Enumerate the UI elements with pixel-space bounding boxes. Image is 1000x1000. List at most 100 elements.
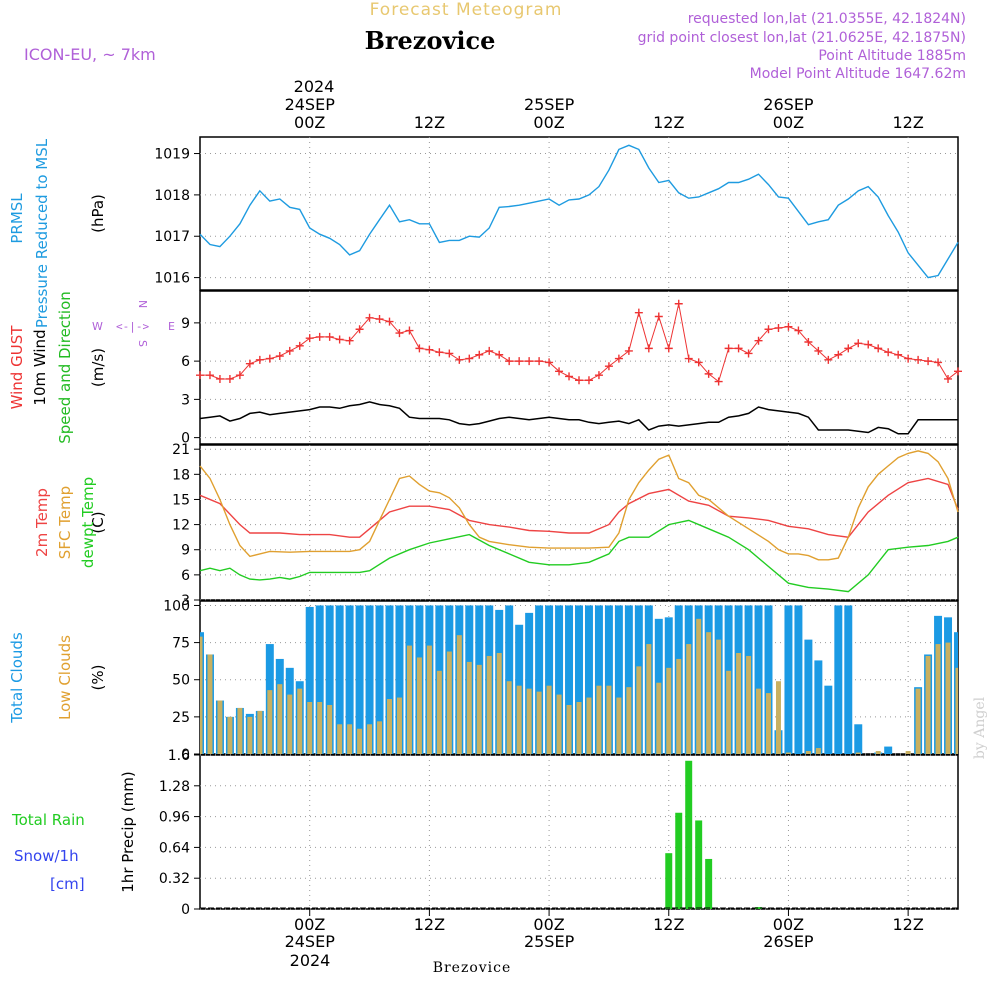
gust-point xyxy=(734,344,743,353)
low-clouds-bar xyxy=(347,724,353,754)
clouds-ytick-label: 75 xyxy=(172,636,190,652)
low-clouds-bar xyxy=(367,724,373,754)
low-clouds-side-label: Low Clouds xyxy=(56,635,74,720)
gust-point xyxy=(834,350,843,359)
wind-ytick-label: 0 xyxy=(181,431,190,447)
pressure-panel: 1016 1017 1018 1019 (hPa) PRMSL Pressure Reduc… xyxy=(8,136,959,328)
low-clouds-bar xyxy=(337,724,343,754)
bottom-day-label: 24SEP xyxy=(285,932,336,951)
precip-ytick-label: 0.32 xyxy=(159,871,190,887)
low-clouds-bar xyxy=(556,694,562,754)
top-hour-label: 00Z xyxy=(533,113,564,132)
clouds-ytick-label: 25 xyxy=(172,710,190,726)
rain-bar xyxy=(695,820,703,909)
gust-point xyxy=(225,374,234,383)
gust-point xyxy=(415,344,424,353)
total-clouds-bar xyxy=(794,605,803,754)
gust-point xyxy=(365,313,374,322)
pressure-ytick-label: 1018 xyxy=(154,188,190,204)
precip-frame xyxy=(199,754,959,910)
temperature-ytick-label: 12 xyxy=(172,518,190,534)
gust-series-line xyxy=(200,303,959,383)
gust-point xyxy=(315,332,324,341)
total-clouds-bar xyxy=(505,605,514,754)
total-clouds-side-label: Total Clouds xyxy=(8,632,26,724)
low-clouds-bar xyxy=(486,655,492,754)
bottom-hour-label: 00Z xyxy=(294,915,325,934)
low-clouds-bar xyxy=(357,728,363,754)
gust-point xyxy=(874,344,883,353)
wind-ytick-label: 6 xyxy=(181,354,190,370)
gust-point xyxy=(624,346,633,355)
low-clouds-bar xyxy=(736,652,742,754)
pressure-ytick-label: 1016 xyxy=(154,271,190,287)
gust-point xyxy=(914,355,923,364)
gust-point xyxy=(954,367,962,376)
gust-point xyxy=(604,362,613,371)
precip-ytick-label: 0.96 xyxy=(159,810,190,826)
total-clouds-bar xyxy=(545,605,554,754)
wind-ytick-label: 9 xyxy=(181,316,190,332)
gust-point xyxy=(545,358,554,367)
gust-point xyxy=(634,308,643,317)
gust-point xyxy=(684,354,693,363)
total-clouds-bar xyxy=(624,605,633,754)
gust-point xyxy=(764,325,773,334)
total-clouds-bar xyxy=(814,660,823,754)
total-clouds-bar xyxy=(325,605,334,754)
rain-bar xyxy=(665,853,673,909)
gust-point xyxy=(395,329,404,338)
dewpt-side-label: dewpt Temp xyxy=(79,477,97,568)
gust-side-label: Wind GUST xyxy=(8,325,26,410)
low-clouds-bar xyxy=(756,688,762,754)
top-day-label: 26SEP xyxy=(763,95,814,114)
compass-e: E xyxy=(168,320,175,333)
low-clouds-bar xyxy=(855,752,861,754)
rain-bar xyxy=(705,858,713,909)
gust-point xyxy=(844,344,853,353)
total-clouds-bar xyxy=(555,605,564,754)
sfc-temp-side-label: SFC Temp xyxy=(56,486,74,559)
low-clouds-bar xyxy=(766,693,771,754)
gust-point xyxy=(784,322,793,331)
gust-point xyxy=(205,371,214,380)
low-clouds-bar xyxy=(646,644,652,754)
gust-point xyxy=(654,312,663,321)
low-clouds-bar xyxy=(317,702,323,754)
low-clouds-bar xyxy=(706,632,712,754)
snow-side-label: Snow/1h xyxy=(14,847,79,865)
gust-point xyxy=(455,355,464,364)
low-clouds-bar xyxy=(775,681,781,754)
low-clouds-bar xyxy=(506,681,512,754)
gust-point xyxy=(495,350,504,359)
temperature-ytick-label: 18 xyxy=(172,467,190,483)
requested-coords: requested lon,lat (21.0355E, 42.1824N) xyxy=(688,11,966,27)
gust-point xyxy=(575,376,583,385)
low-clouds-bar xyxy=(586,697,592,754)
model-label: ICON-EU, ~ 7km xyxy=(24,45,156,64)
model-altitude: Model Point Altitude 1647.62m xyxy=(750,66,966,82)
gust-point xyxy=(265,354,274,363)
gust-point xyxy=(245,359,254,368)
low-clouds-bar xyxy=(875,751,881,754)
total-clouds-bar xyxy=(305,606,314,754)
total-clouds-bar xyxy=(604,605,613,754)
low-clouds-bar xyxy=(915,688,921,754)
wind-frame xyxy=(199,290,959,445)
precip-unit-label: 1hr Precip (mm) xyxy=(119,771,137,892)
gust-point xyxy=(515,357,524,366)
credit-watermark: by Angel xyxy=(972,696,988,759)
gust-point xyxy=(924,357,933,366)
low-clouds-bar xyxy=(200,636,203,754)
precip-ytick-label: 1.28 xyxy=(159,779,190,795)
gust-point xyxy=(694,358,703,367)
gust-point xyxy=(714,377,723,386)
gust-point xyxy=(275,352,284,361)
gust-point xyxy=(584,376,593,385)
low-clouds-bar xyxy=(546,685,552,754)
total-clouds-bar xyxy=(565,605,574,754)
gust-point xyxy=(355,325,364,334)
prmsl-side-label: PRMSL xyxy=(8,193,26,244)
total-clouds-bar xyxy=(764,605,773,754)
pressure-side-label: Pressure Reduced to MSL xyxy=(33,138,51,328)
